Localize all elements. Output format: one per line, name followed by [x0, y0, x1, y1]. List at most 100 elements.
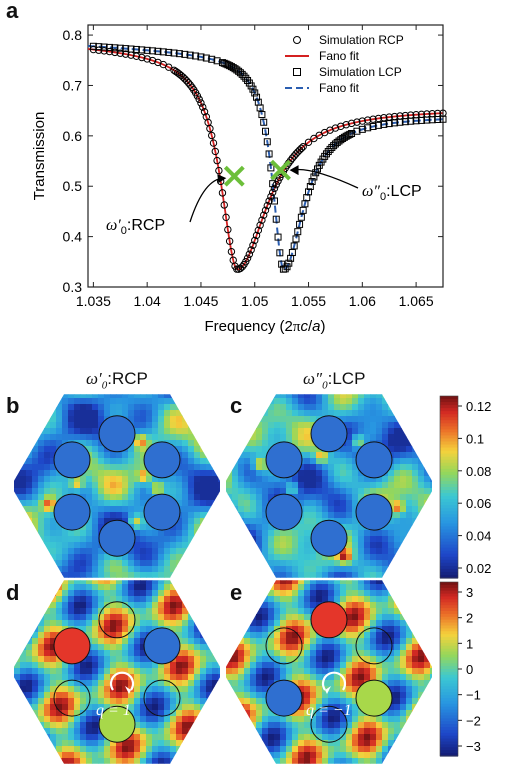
field-cell: [232, 542, 239, 549]
field-cell: [316, 512, 323, 519]
hole-circle: [98, 705, 136, 743]
field-cell: [334, 746, 341, 753]
field-cell: [206, 752, 213, 759]
field-cell: [218, 500, 220, 507]
field-cell: [182, 440, 189, 447]
field-cell: [134, 680, 141, 687]
field-cell: [158, 566, 165, 573]
field-cell: [352, 722, 359, 729]
field-cell: [38, 476, 45, 483]
data-point-lcp: [364, 124, 372, 132]
field-cell: [424, 746, 431, 753]
field-cell: [418, 452, 425, 459]
field-cell: [38, 554, 45, 561]
field-cell: [274, 590, 281, 597]
field-cell: [182, 746, 189, 753]
field-cell: [352, 758, 359, 764]
field-cell: [200, 458, 207, 465]
field-cell: [304, 584, 311, 591]
field-cell: [232, 560, 239, 567]
field-cell: [92, 470, 99, 477]
field-cell: [226, 704, 233, 711]
field-cell: [86, 620, 93, 627]
field-cell: [274, 734, 281, 741]
field-cell: [328, 650, 335, 657]
field-cell: [238, 752, 245, 759]
data-point-rcp: [247, 246, 255, 254]
field-cell: [382, 632, 389, 639]
field-cell: [352, 704, 359, 711]
field-cell: [146, 548, 153, 555]
field-cell: [140, 422, 147, 429]
hole-circle: [265, 493, 303, 531]
field-cell: [98, 416, 105, 423]
field-cell: [262, 470, 269, 477]
field-cell: [292, 542, 299, 549]
field-cell: [188, 614, 195, 621]
field-cell: [176, 716, 183, 723]
field-cell: [274, 548, 281, 555]
field-cell: [38, 662, 45, 669]
field-cell: [244, 626, 251, 633]
field-cell: [44, 650, 51, 657]
field-cell: [20, 614, 27, 621]
data-point-rcp: [227, 247, 236, 256]
field-cell: [328, 488, 335, 495]
field-cell: [200, 644, 207, 651]
field-cell: [346, 608, 353, 615]
field-cell: [98, 668, 105, 675]
field-cell: [406, 758, 413, 764]
field-cell: [244, 620, 251, 627]
field-cell: [68, 428, 75, 435]
field-cell: [80, 416, 87, 423]
colorbar-cell: [440, 544, 458, 549]
field-cell: [152, 560, 159, 567]
field-cell: [430, 680, 432, 687]
field-cell: [122, 398, 129, 405]
field-cell: [158, 734, 165, 741]
field-cell: [152, 728, 159, 735]
field-cell: [134, 674, 141, 681]
field-cell: [292, 428, 299, 435]
field-cell: [232, 458, 239, 465]
field-cell: [256, 446, 263, 453]
field-cell: [430, 580, 432, 585]
field-cell: [238, 542, 245, 549]
field-cell: [400, 584, 407, 591]
field-cell: [346, 614, 353, 621]
field-cell: [56, 548, 63, 555]
field-cell: [92, 662, 99, 669]
field-cell: [92, 704, 99, 711]
field-cell: [418, 476, 425, 483]
field-cell: [164, 668, 171, 675]
field-cell: [346, 548, 353, 555]
field-cell: [382, 554, 389, 561]
field-cell: [134, 716, 141, 723]
field-cell: [322, 566, 329, 573]
field-cell: [430, 410, 432, 417]
field-cell: [218, 716, 220, 723]
field-cell: [218, 422, 220, 429]
field-cell: [256, 548, 263, 555]
field-cell: [406, 482, 413, 489]
field-cell: [158, 716, 165, 723]
field-cell: [412, 464, 419, 471]
panel-letter-c: c: [230, 393, 243, 418]
field-cell: [140, 470, 147, 477]
field-cell: [62, 590, 69, 597]
field-cell: [340, 476, 347, 483]
field-cell: [322, 680, 329, 687]
field-cell: [274, 428, 281, 435]
field-cell: [92, 404, 99, 411]
field-cell: [406, 668, 413, 675]
field-cell: [56, 410, 63, 417]
data-point-lcp: [423, 116, 431, 124]
field-cell: [44, 668, 51, 675]
field-cell: [26, 614, 33, 621]
data-point-lcp: [143, 46, 151, 54]
field-cell: [274, 566, 281, 573]
hole-circle: [53, 627, 91, 665]
field-cell: [26, 566, 33, 573]
field-cell: [412, 590, 419, 597]
field-cell: [170, 494, 177, 501]
